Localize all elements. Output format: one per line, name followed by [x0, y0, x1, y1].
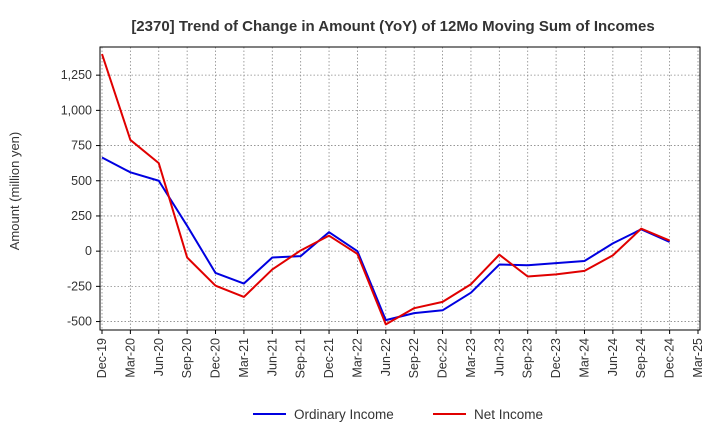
legend-label: Net Income — [474, 407, 543, 422]
x-tick-label: Dec-23 — [549, 338, 563, 378]
x-axis-ticks: Dec-19 Mar-20 Jun-20 Sep-20 Dec-20 Mar-21 Jun-… — [95, 330, 705, 378]
x-tick-label: Mar-22 — [350, 338, 364, 378]
y-tick-label: -500 — [67, 315, 92, 329]
x-tick-label: Mar-20 — [123, 338, 137, 378]
x-tick-label: Mar-24 — [577, 338, 591, 378]
x-tick-label: Dec-19 — [95, 338, 109, 378]
x-tick-label: Sep-20 — [180, 338, 194, 378]
grid-lines — [100, 47, 700, 330]
chart-title: [2370] Trend of Change in Amount (YoY) o… — [131, 18, 654, 35]
x-tick-label: Sep-23 — [521, 338, 535, 378]
y-tick-label: -250 — [67, 279, 92, 293]
x-tick-label: Dec-20 — [209, 338, 223, 378]
series-line-net-income — [101, 53, 671, 326]
plot-area-frame — [99, 46, 701, 331]
y-axis-ticks: -500 -250 0 250 500 750 1,000 1,250 — [61, 68, 100, 329]
x-tick-label: Mar-25 — [691, 338, 705, 378]
x-tick-label: Sep-24 — [634, 338, 648, 378]
x-tick-label: Mar-21 — [237, 338, 251, 378]
x-tick-label: Sep-21 — [294, 338, 308, 378]
y-axis-label: Amount (million yen) — [7, 132, 22, 251]
legend-label: Ordinary Income — [294, 407, 394, 422]
y-tick-label: 500 — [71, 174, 92, 188]
x-tick-label: Jun-20 — [152, 338, 166, 376]
x-tick-label: Jun-24 — [606, 338, 620, 376]
x-tick-label: Dec-22 — [436, 338, 450, 378]
x-tick-label: Dec-21 — [322, 338, 336, 378]
x-tick-label: Mar-23 — [464, 338, 478, 378]
x-tick-label: Jun-22 — [379, 338, 393, 376]
series-line-ordinary-income — [101, 156, 671, 322]
y-tick-label: 750 — [71, 139, 92, 153]
x-tick-label: Sep-22 — [407, 338, 421, 378]
y-tick-label: 0 — [85, 244, 92, 258]
x-tick-label: Dec-24 — [663, 338, 677, 378]
y-tick-label: 1,250 — [61, 68, 92, 82]
y-tick-label: 250 — [71, 209, 92, 223]
series-lines — [101, 53, 671, 326]
x-tick-label: Jun-23 — [492, 338, 506, 376]
x-tick-label: Jun-21 — [265, 338, 279, 376]
legend: Ordinary Income Net Income — [253, 407, 543, 422]
y-tick-label: 1,000 — [61, 103, 92, 117]
